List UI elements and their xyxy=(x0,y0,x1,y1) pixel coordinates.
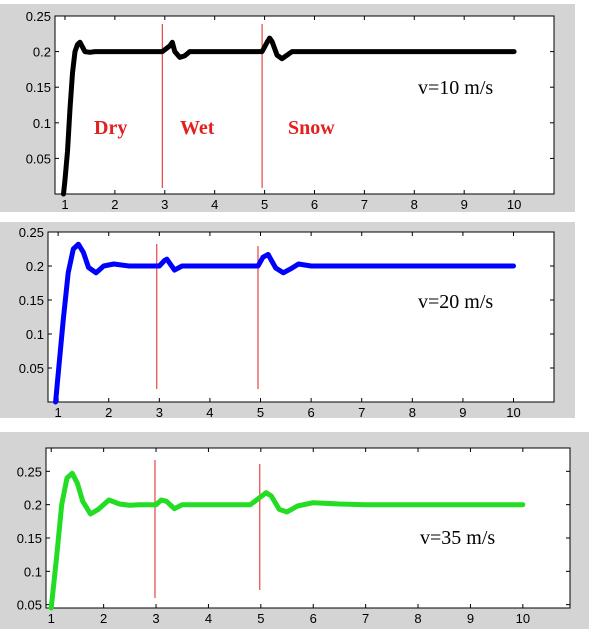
x-tick-label: 9 xyxy=(461,197,468,212)
series-line xyxy=(53,241,516,405)
x-tick-label: 6 xyxy=(310,611,317,626)
y-tick-label: 0.2 xyxy=(26,259,44,274)
y-tick-label: 0.2 xyxy=(24,498,42,513)
region-label-dry: Dry xyxy=(94,117,127,139)
y-tick-label: 0.25 xyxy=(26,9,51,24)
chart-v35: 1 2 3 4 5 6 7 8 9 10 0.05 0.1 0.15 0.2 0.25 v=35 m/s xyxy=(17,447,571,626)
x-tick-label: 1 xyxy=(55,405,62,420)
x-tick-label: 7 xyxy=(361,197,368,212)
x-tick-label: 5 xyxy=(257,611,264,626)
speed-annotation: v=35 m/s xyxy=(420,527,495,549)
y-tick-label: 0.25 xyxy=(19,225,44,240)
x-tick-label: 5 xyxy=(261,197,268,212)
x-tick-label: 1 xyxy=(48,611,55,626)
x-tick-label: 3 xyxy=(156,405,163,420)
x-tick-label: 4 xyxy=(205,611,212,626)
y-tick-label: 0.05 xyxy=(19,361,44,376)
y-tick-label: 0.15 xyxy=(17,531,42,546)
chart-panel-2: 1 2 3 4 5 6 7 8 9 10 0.05 0.1 0.15 0.2 0.25 v=20 m/s xyxy=(0,222,575,420)
x-tick-label: 3 xyxy=(161,197,168,212)
x-tick-label: 2 xyxy=(105,405,112,420)
region-label-wet: Wet xyxy=(180,117,215,139)
y-tick-label: 0.25 xyxy=(17,464,42,479)
x-tick-label: 5 xyxy=(257,405,264,420)
x-tick-label: 9 xyxy=(467,611,474,626)
y-tick-label: 0.1 xyxy=(33,116,51,131)
y-tick-label: 0.15 xyxy=(26,80,51,95)
speed-annotation: v=20 m/s xyxy=(418,291,493,313)
x-tick-label: 4 xyxy=(206,405,213,420)
x-tick-label: 3 xyxy=(152,611,159,626)
x-tick-label: 8 xyxy=(414,611,421,626)
chart-panel-1: 1 2 3 4 5 6 7 8 9 10 0.05 0.1 0.15 0.2 0.25 Dry Wet Snow v… xyxy=(0,4,575,212)
y-tick-label: 0.05 xyxy=(26,151,51,166)
x-tick-label: 7 xyxy=(358,405,365,420)
x-tick-label: 4 xyxy=(211,197,218,212)
series-line xyxy=(48,470,526,611)
y-tick-label: 0.2 xyxy=(33,45,51,60)
x-tick-label: 8 xyxy=(411,197,418,212)
speed-annotation: v=10 m/s xyxy=(418,77,493,99)
y-tick-label: 0.1 xyxy=(26,327,44,342)
chart-v20: 1 2 3 4 5 6 7 8 9 10 0.05 0.1 0.15 0.2 0.25 v=20 m/s xyxy=(19,225,555,420)
x-tick-label: 9 xyxy=(459,405,466,420)
plot-area xyxy=(54,15,555,195)
x-tick-label: 10 xyxy=(516,611,530,626)
x-tick-label: 7 xyxy=(362,611,369,626)
x-tick-label: 6 xyxy=(311,197,318,212)
y-tick-label: 0.1 xyxy=(24,564,42,579)
x-tick-label: 10 xyxy=(506,405,520,420)
chart-panel-3: 1 2 3 4 5 6 7 8 9 10 0.05 0.1 0.15 0.2 0.25 v=35 m/s xyxy=(0,432,589,629)
plot-area xyxy=(47,231,555,403)
region-label-snow: Snow xyxy=(288,117,335,139)
y-tick-label: 0.05 xyxy=(17,598,42,613)
y-tick-label: 0.15 xyxy=(19,293,44,308)
x-tick-label: 8 xyxy=(409,405,416,420)
chart-v10: 1 2 3 4 5 6 7 8 9 10 0.05 0.1 0.15 0.2 0.25 Dry Wet Snow v… xyxy=(26,9,555,212)
x-tick-label: 6 xyxy=(308,405,315,420)
x-tick-label: 1 xyxy=(61,197,68,212)
x-tick-label: 2 xyxy=(100,611,107,626)
x-tick-label: 10 xyxy=(507,197,521,212)
x-tick-label: 2 xyxy=(111,197,118,212)
plot-area xyxy=(45,447,571,609)
series-line xyxy=(61,35,517,197)
